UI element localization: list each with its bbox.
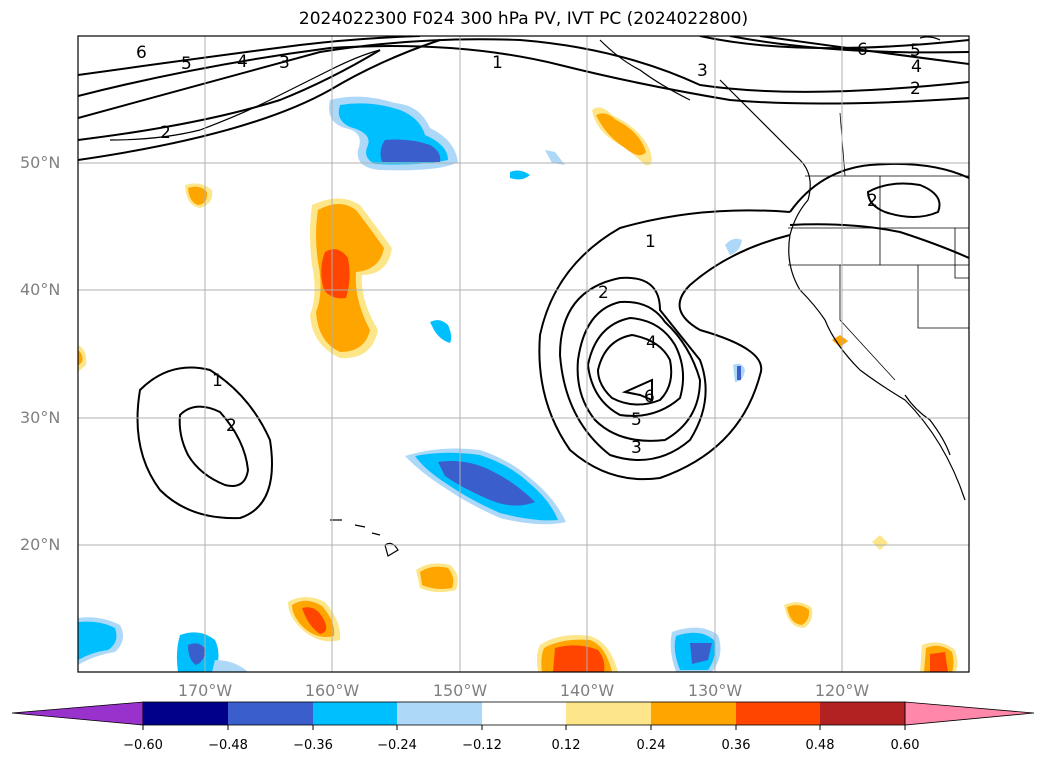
colorbar-tick-label: −0.48 — [208, 738, 248, 753]
contour-label: 2 — [867, 191, 878, 211]
lon-label-170w: 170°W — [177, 681, 233, 700]
contour-west-2 — [178, 405, 250, 487]
contour-jet-2 — [789, 223, 969, 259]
contour-label: 2 — [226, 416, 237, 436]
colorbar-tick-label: 0.24 — [636, 738, 666, 753]
colorbar-tick-label: 0.60 — [890, 738, 920, 753]
colorbar-tick-label: −0.60 — [123, 738, 163, 753]
contour-label: 2 — [598, 283, 609, 303]
contour-low-1 — [538, 209, 791, 481]
contour-label: 4 — [237, 52, 248, 72]
map-title: 2024022300 F024 300 hPa PV, IVT PC (2024… — [298, 9, 749, 29]
contour-north-2 — [78, 38, 969, 119]
contour-small-2 — [866, 182, 941, 218]
darkblue-blob-central — [438, 461, 535, 506]
contour-label: 2 — [910, 79, 921, 99]
colorbar-tick-label: 0.48 — [805, 738, 835, 753]
contour-north-1 — [78, 45, 969, 105]
contour-low-4 — [586, 316, 685, 417]
lat-label-30n: 30°N — [20, 408, 61, 427]
lat-label-50n: 50°N — [20, 153, 61, 172]
lon-label-140w: 140°W — [559, 681, 615, 700]
lon-label-130w: 130°W — [687, 681, 743, 700]
colorbar-tick-label: −0.24 — [377, 738, 417, 753]
lon-label-120w: 120°W — [814, 681, 870, 700]
colorbar — [11, 701, 1035, 730]
contour-low-5 — [596, 333, 673, 406]
contour-north-8 — [759, 36, 969, 65]
contour-label: 5 — [181, 54, 192, 74]
contour-label: 2 — [160, 123, 171, 143]
contour-label: 1 — [212, 371, 223, 391]
contour-low-6 — [621, 378, 653, 402]
lat-label-20n: 20°N — [20, 535, 61, 554]
contour-label: 3 — [697, 61, 708, 81]
contour-west-1 — [136, 366, 273, 520]
shaded-anomalies — [78, 96, 958, 672]
contour-label: 1 — [645, 232, 656, 252]
contour-labels: 6 5 4 3 2 1 6 5 4 3 2 1 2 2 1 2 4 6 5 3 — [136, 40, 922, 458]
contour-label: 1 — [492, 53, 503, 73]
contour-low-3 — [576, 300, 702, 442]
contour-label: 5 — [910, 41, 921, 61]
contour-label: 3 — [631, 438, 642, 458]
gridlines — [78, 36, 969, 672]
darkblue-blob-aleutian — [380, 139, 441, 162]
map-frame — [77, 35, 970, 673]
contour-label: 4 — [646, 333, 657, 353]
contour-label: 6 — [857, 40, 868, 60]
lon-label-160w: 160°W — [304, 681, 360, 700]
red-blob-west — [321, 249, 350, 299]
contour-label: 3 — [279, 53, 290, 73]
contour-north-3 — [78, 36, 421, 76]
colorbar-tick-label: −0.36 — [293, 738, 333, 753]
contour-label: 6 — [644, 387, 655, 407]
contour-low-2 — [558, 276, 707, 461]
colorbar-extend-low — [11, 701, 144, 726]
colorbar-tick-label: −0.12 — [462, 738, 502, 753]
coastlines — [109, 36, 966, 557]
lat-label-40n: 40°N — [20, 280, 61, 299]
colorbar-tick-label: 0.12 — [551, 738, 581, 753]
contour-jet-1 — [789, 162, 969, 213]
contour-north-4 — [78, 39, 441, 161]
pv-contours — [78, 36, 969, 520]
contour-north-7 — [729, 36, 969, 54]
contour-label: 6 — [136, 43, 147, 63]
lon-label-150w: 150°W — [432, 681, 488, 700]
colorbar-tick-label: 0.36 — [721, 738, 751, 753]
colorbar-extend-high — [904, 701, 1035, 726]
contour-north-5 — [78, 49, 381, 141]
contour-label: 5 — [631, 410, 642, 430]
contour-label: 4 — [911, 57, 922, 77]
